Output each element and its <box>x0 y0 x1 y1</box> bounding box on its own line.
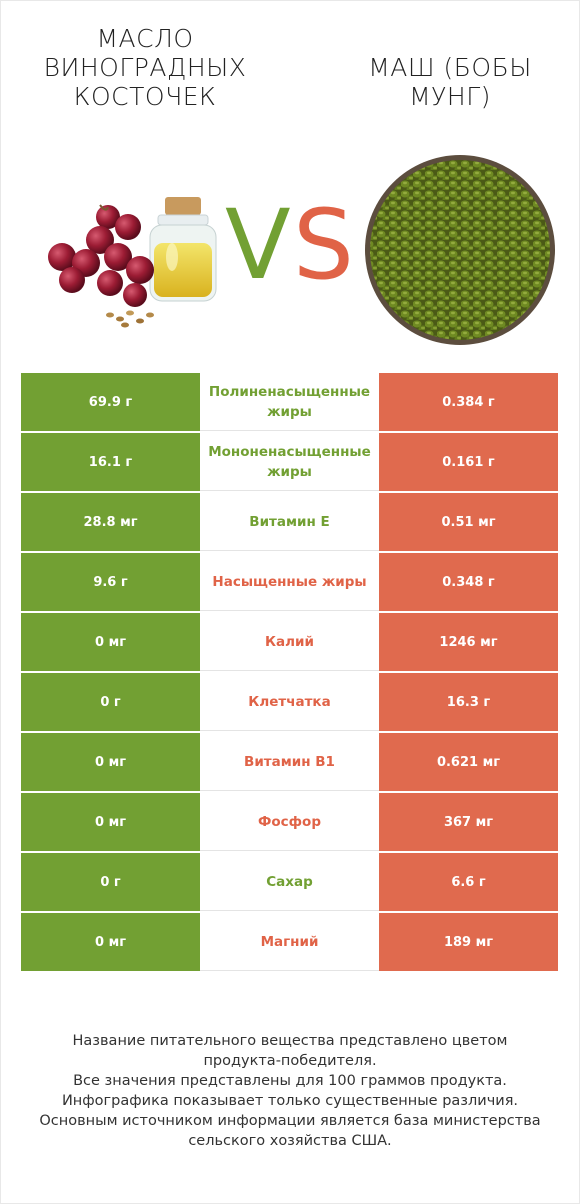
left-value-cell: 16.1 г <box>21 433 200 491</box>
left-value-cell: 0 г <box>21 673 200 731</box>
nutrient-name: Насыщенные жиры <box>212 573 367 590</box>
nutrient-name-cell: Витамин E <box>200 493 379 551</box>
right-value-cell: 0.161 г <box>379 433 558 491</box>
comparison-table: 69.9 г Полиненасыщенные жиры 0.384 г 16.1 г… <box>21 373 558 973</box>
nutrient-name: Фосфор <box>258 813 321 830</box>
footer-line: продукта-победителя. <box>203 1053 377 1069</box>
nutrient-name: Сахар <box>266 873 313 890</box>
left-value-cell: 69.9 г <box>21 373 200 431</box>
nutrient-name: Полиненасыщенные жиры <box>208 383 371 420</box>
nutrient-name-cell: Мононенасыщенные жиры <box>200 433 379 491</box>
left-value-cell: 9.6 г <box>21 553 200 611</box>
left-value-cell: 0 мг <box>21 613 200 671</box>
left-value-cell: 0 мг <box>21 913 200 971</box>
footer-line: Основным источником информации является … <box>39 1113 541 1129</box>
left-product-title: МАСЛО ВИНОГРАДНЫХ КОСТОЧЕК <box>43 24 247 111</box>
footer-line: Все значения представлены для 100 граммо… <box>73 1073 507 1089</box>
footer-line: Инфографика показывает только существенн… <box>61 1093 519 1109</box>
left-value-cell: 28.8 мг <box>21 493 200 551</box>
vs-s-letter: S <box>293 189 354 301</box>
vs-v-letter: V <box>225 189 291 301</box>
left-value-cell: 0 г <box>21 853 200 911</box>
table-row: 0 г Сахар 6.6 г <box>21 853 558 911</box>
nutrient-name: Клетчатка <box>248 693 331 710</box>
right-value-cell: 1246 мг <box>379 613 558 671</box>
mung-beans-image <box>365 155 555 345</box>
right-value-cell: 0.384 г <box>379 373 558 431</box>
table-row: 0 мг Витамин B1 0.621 мг <box>21 733 558 791</box>
nutrient-name-cell: Сахар <box>200 853 379 911</box>
nutrient-name-cell: Витамин B1 <box>200 733 379 791</box>
table-row: 0 мг Фосфор 367 мг <box>21 793 558 851</box>
right-value-cell: 367 мг <box>379 793 558 851</box>
footer-line: сельского хозяйства США. <box>188 1133 392 1149</box>
left-value-cell: 0 мг <box>21 793 200 851</box>
table-row: 69.9 г Полиненасыщенные жиры 0.384 г <box>21 373 558 431</box>
nutrient-name-cell: Клетчатка <box>200 673 379 731</box>
nutrient-name-cell: Магний <box>200 913 379 971</box>
nutrient-name: Витамин B1 <box>244 753 335 770</box>
table-row: 16.1 г Мононенасыщенные жиры 0.161 г <box>21 433 558 491</box>
right-product-title: МАШ (БОБЫ МУНГ) <box>368 53 532 111</box>
nutrient-name: Калий <box>265 633 314 650</box>
right-value-cell: 189 мг <box>379 913 558 971</box>
nutrient-name-cell: Насыщенные жиры <box>200 553 379 611</box>
nutrient-name-cell: Фосфор <box>200 793 379 851</box>
nutrient-name-cell: Калий <box>200 613 379 671</box>
right-value-cell: 0.348 г <box>379 553 558 611</box>
nutrient-name: Магний <box>260 933 319 950</box>
grapeseed-oil-image <box>48 197 217 328</box>
right-value-cell: 0.621 мг <box>379 733 558 791</box>
footer-line: Название питательного вещества представл… <box>72 1033 508 1049</box>
table-row: 9.6 г Насыщенные жиры 0.348 г <box>21 553 558 611</box>
table-row: 0 мг Калий 1246 мг <box>21 613 558 671</box>
left-value-cell: 0 мг <box>21 733 200 791</box>
nutrient-name: Мононенасыщенные жиры <box>208 443 371 480</box>
footer-notes: Название питательного вещества представл… <box>20 1031 560 1151</box>
table-row: 28.8 мг Витамин E 0.51 мг <box>21 493 558 551</box>
table-row: 0 г Клетчатка 16.3 г <box>21 673 558 731</box>
right-value-cell: 16.3 г <box>379 673 558 731</box>
right-value-cell: 6.6 г <box>379 853 558 911</box>
table-row: 0 мг Магний 189 мг <box>21 913 558 971</box>
nutrient-name-cell: Полиненасыщенные жиры <box>200 373 379 431</box>
nutrient-name: Витамин E <box>249 513 330 530</box>
right-value-cell: 0.51 мг <box>379 493 558 551</box>
